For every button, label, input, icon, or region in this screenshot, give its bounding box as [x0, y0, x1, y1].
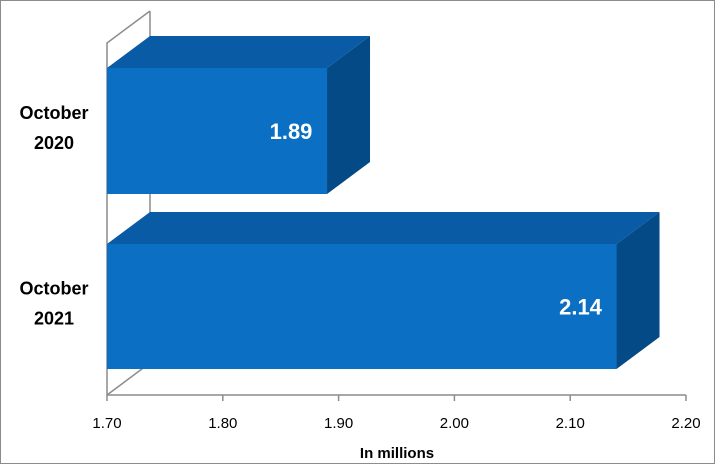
- x-tick-label: 1.80: [208, 415, 237, 432]
- bar-top-face: [107, 36, 371, 68]
- bar-top-face: [107, 212, 660, 244]
- x-tick-label: 1.90: [324, 415, 353, 432]
- category-label-line: October: [19, 279, 88, 299]
- bar-side-face: [616, 212, 660, 369]
- category-label-line: 2020: [34, 133, 74, 153]
- x-tick-label: 2.10: [556, 415, 585, 432]
- data-label: 1.89: [270, 119, 313, 144]
- bar-side-face: [327, 36, 371, 194]
- x-tick-label: 2.20: [671, 415, 700, 432]
- x-tick-label: 1.70: [92, 415, 121, 432]
- category-label-line: October: [19, 103, 88, 123]
- data-label: 2.14: [559, 295, 603, 320]
- category-label: October 2021: [19, 279, 88, 329]
- category-label-line: 2021: [34, 309, 74, 329]
- bar: [107, 244, 617, 369]
- bar: [107, 68, 328, 194]
- category-label: October 2020: [19, 103, 88, 153]
- x-axis-title: In millions: [360, 445, 434, 462]
- x-tick-label: 2.00: [440, 415, 469, 432]
